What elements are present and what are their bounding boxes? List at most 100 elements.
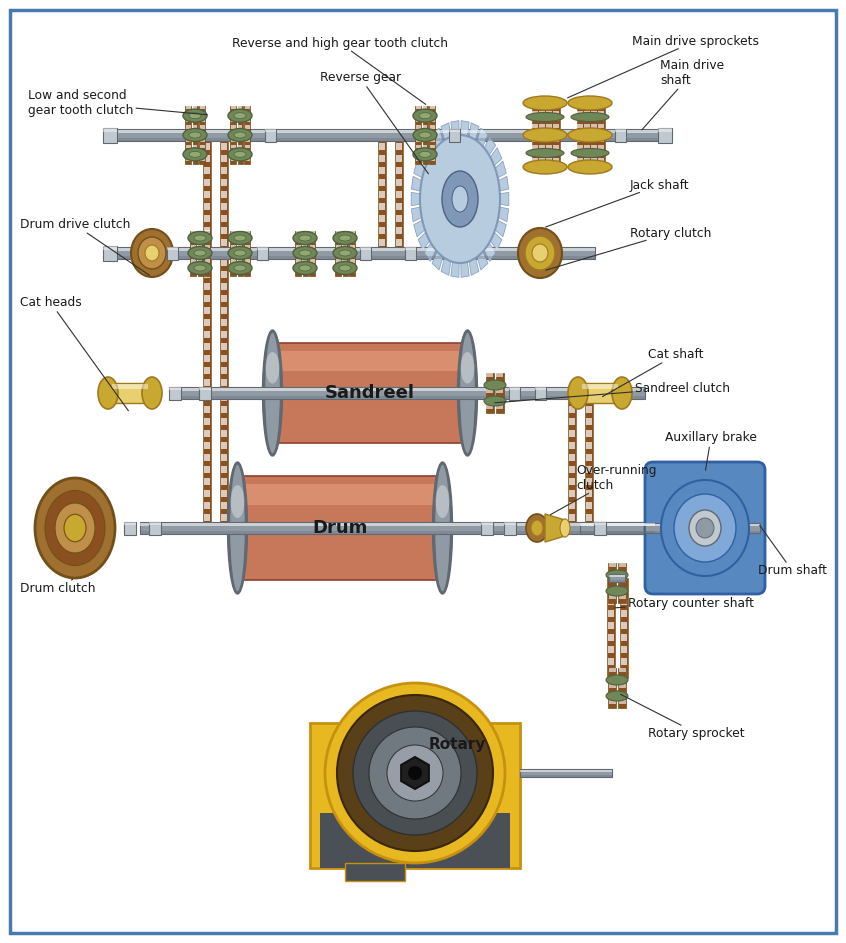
Bar — [620, 574, 627, 581]
Bar — [221, 259, 227, 266]
Bar — [423, 151, 427, 155]
Bar — [497, 397, 503, 401]
Bar — [585, 399, 592, 522]
Ellipse shape — [293, 261, 317, 274]
Bar — [618, 692, 625, 696]
Polygon shape — [441, 255, 451, 275]
Bar — [200, 106, 205, 109]
Bar — [295, 244, 300, 248]
Bar — [591, 131, 597, 135]
Ellipse shape — [293, 231, 317, 244]
Bar — [598, 117, 604, 122]
Polygon shape — [476, 249, 488, 270]
Bar — [202, 141, 211, 247]
Bar — [577, 158, 583, 162]
Polygon shape — [493, 161, 506, 179]
Bar — [404, 247, 415, 251]
Polygon shape — [451, 258, 459, 277]
Polygon shape — [497, 192, 508, 206]
Bar — [584, 110, 590, 115]
Bar — [272, 343, 468, 443]
Bar — [199, 388, 211, 390]
Bar — [238, 119, 242, 122]
Bar — [608, 579, 616, 583]
Bar — [199, 387, 211, 400]
Bar — [404, 246, 415, 259]
Bar — [584, 104, 590, 108]
Text: Reverse and high gear tooth clutch: Reverse and high gear tooth clutch — [232, 37, 448, 105]
Bar — [598, 97, 604, 101]
Bar — [497, 405, 503, 409]
Bar — [618, 563, 625, 567]
Bar — [577, 117, 583, 122]
Bar — [303, 259, 307, 263]
Ellipse shape — [188, 261, 212, 274]
Polygon shape — [432, 128, 444, 149]
Bar — [395, 215, 402, 222]
Bar — [582, 384, 618, 389]
Bar — [198, 255, 202, 257]
Bar — [423, 144, 427, 148]
Bar — [295, 269, 300, 273]
Bar — [336, 244, 340, 248]
Bar — [204, 156, 210, 162]
Bar — [546, 165, 552, 169]
Bar — [204, 295, 210, 302]
Bar — [244, 235, 250, 239]
Bar — [204, 320, 210, 326]
Bar — [204, 442, 210, 449]
Ellipse shape — [45, 490, 105, 566]
Bar — [553, 124, 559, 128]
Bar — [553, 144, 559, 149]
Bar — [309, 230, 315, 275]
Bar — [221, 295, 227, 302]
Polygon shape — [483, 240, 496, 261]
Bar — [221, 320, 227, 326]
Bar — [584, 97, 590, 101]
Bar — [504, 522, 516, 525]
Bar — [230, 112, 235, 115]
Ellipse shape — [606, 586, 628, 596]
Bar — [204, 240, 210, 246]
Bar — [580, 522, 655, 534]
Bar — [585, 442, 591, 449]
Bar — [569, 406, 574, 413]
Bar — [336, 259, 340, 263]
Bar — [378, 168, 384, 174]
Bar — [395, 240, 402, 246]
Ellipse shape — [413, 128, 437, 141]
Bar — [349, 250, 354, 253]
Bar — [584, 158, 590, 162]
Ellipse shape — [523, 160, 567, 174]
Ellipse shape — [525, 236, 555, 270]
Ellipse shape — [458, 330, 477, 456]
Bar — [244, 269, 250, 273]
Bar — [497, 373, 503, 377]
Bar — [449, 128, 460, 141]
Bar — [110, 256, 595, 259]
Bar — [219, 259, 228, 387]
Bar — [607, 599, 613, 605]
Bar — [343, 240, 347, 243]
Bar — [618, 684, 625, 688]
Bar — [607, 646, 613, 653]
Bar — [185, 151, 190, 155]
Ellipse shape — [183, 128, 207, 141]
Bar — [230, 235, 235, 239]
Ellipse shape — [183, 148, 207, 161]
Bar — [395, 227, 402, 234]
Ellipse shape — [234, 265, 246, 271]
Bar — [423, 131, 427, 135]
Bar — [200, 119, 205, 122]
Bar — [230, 255, 235, 257]
Ellipse shape — [189, 132, 201, 138]
Ellipse shape — [228, 128, 252, 141]
Bar — [205, 230, 210, 234]
Bar — [607, 578, 614, 678]
Bar — [110, 247, 595, 259]
Bar — [238, 144, 242, 148]
Bar — [205, 250, 210, 253]
Text: Drum drive clutch: Drum drive clutch — [20, 219, 150, 275]
Bar — [395, 143, 402, 150]
Bar — [303, 255, 307, 257]
